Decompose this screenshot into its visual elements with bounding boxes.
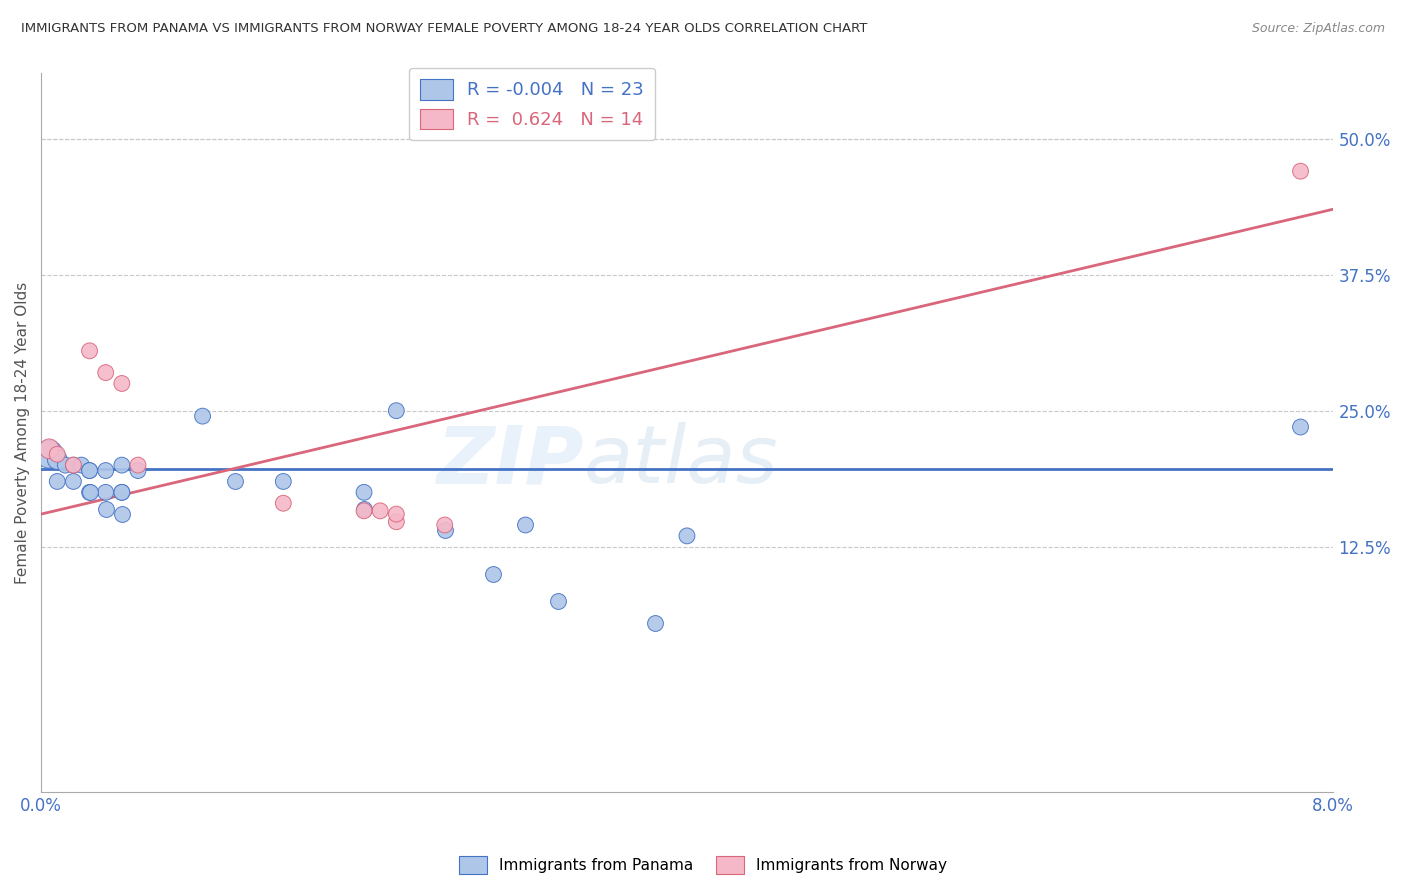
Point <box>1289 420 1312 434</box>
Point <box>62 458 84 472</box>
Point <box>79 343 101 358</box>
Point <box>62 458 84 472</box>
Point <box>433 524 456 538</box>
Point <box>224 475 246 489</box>
Point <box>385 403 408 417</box>
Point <box>46 475 69 489</box>
Point <box>70 458 93 472</box>
Point <box>1289 164 1312 178</box>
Point <box>433 518 456 533</box>
Text: ZIP: ZIP <box>436 422 583 500</box>
Point <box>191 409 214 424</box>
Point <box>547 594 569 608</box>
Point <box>38 442 60 456</box>
Point <box>111 507 134 521</box>
Point <box>94 366 117 380</box>
Point <box>79 464 101 478</box>
Point <box>94 464 117 478</box>
Text: Source: ZipAtlas.com: Source: ZipAtlas.com <box>1251 22 1385 36</box>
Point <box>111 376 134 391</box>
Point <box>353 501 375 516</box>
Point <box>38 447 60 461</box>
Point <box>644 615 666 630</box>
Point <box>127 464 149 478</box>
Point <box>111 458 134 472</box>
Y-axis label: Female Poverty Among 18-24 Year Olds: Female Poverty Among 18-24 Year Olds <box>15 281 30 583</box>
Point <box>515 518 537 533</box>
Point <box>62 475 84 489</box>
Point <box>676 529 699 543</box>
Point <box>353 504 375 518</box>
Text: IMMIGRANTS FROM PANAMA VS IMMIGRANTS FROM NORWAY FEMALE POVERTY AMONG 18-24 YEAR: IMMIGRANTS FROM PANAMA VS IMMIGRANTS FRO… <box>21 22 868 36</box>
Point <box>271 496 294 510</box>
Point <box>385 515 408 529</box>
Point <box>353 485 375 500</box>
Point <box>79 485 101 500</box>
Legend: R = -0.004   N = 23, R =  0.624   N = 14: R = -0.004 N = 23, R = 0.624 N = 14 <box>409 68 655 140</box>
Point <box>79 485 101 500</box>
Point <box>94 501 117 516</box>
Point <box>111 485 134 500</box>
Point <box>482 566 505 581</box>
Point <box>127 458 149 472</box>
Point <box>111 485 134 500</box>
Point <box>79 464 101 478</box>
Point <box>94 485 117 500</box>
Point <box>368 504 391 518</box>
Point <box>385 507 408 521</box>
Point <box>271 475 294 489</box>
Point <box>46 447 69 461</box>
Legend: Immigrants from Panama, Immigrants from Norway: Immigrants from Panama, Immigrants from … <box>453 850 953 880</box>
Text: atlas: atlas <box>583 422 779 500</box>
Point <box>53 458 76 472</box>
Point <box>46 452 69 467</box>
